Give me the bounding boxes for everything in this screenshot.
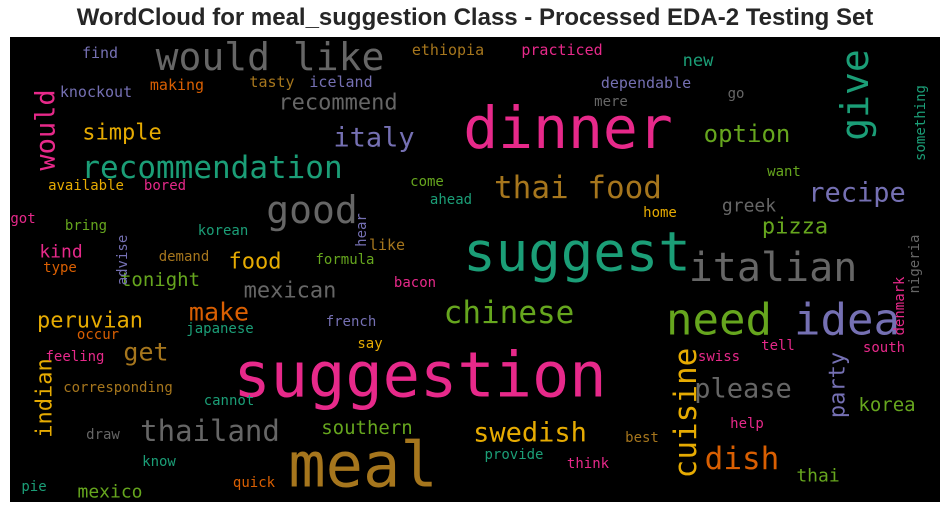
word-home: home (643, 205, 677, 221)
word-korean: korean (198, 223, 249, 239)
word-occur: occur (77, 327, 119, 343)
word-mexican: mexican (244, 279, 337, 304)
word-mexico: mexico (77, 482, 142, 503)
word-ahead: ahead (430, 192, 472, 208)
word-corresponding: corresponding (63, 380, 173, 396)
word-meal: meal (288, 429, 437, 502)
word-tasty: tasty (249, 73, 294, 91)
word-kind: kind (39, 242, 82, 263)
word-come: come (410, 174, 444, 190)
word-know: know (142, 454, 176, 470)
word-quick: quick (233, 475, 276, 491)
word-suggest: suggest (463, 221, 691, 284)
word-hear: hear (354, 213, 370, 247)
word-tonight: tonight (120, 269, 200, 291)
word-go: go (728, 86, 745, 102)
word-thailand: thailand (140, 414, 280, 448)
word-thai-food: thai food (494, 170, 662, 206)
word-got: got (10, 211, 35, 227)
word-get: get (123, 338, 168, 367)
word-say: say (357, 336, 382, 352)
word-south: south (863, 340, 905, 356)
word-iceland: iceland (309, 73, 372, 91)
word-recommend: recommend (278, 91, 397, 116)
word-like: like (369, 236, 405, 254)
word-recommendation: recommendation (81, 150, 342, 186)
word-find: find (82, 44, 118, 62)
word-formula: formula (315, 252, 374, 268)
word-southern: southern (321, 417, 413, 439)
word-suggestion: suggestion (233, 339, 606, 412)
word-would-like: would like (156, 37, 385, 79)
word-indian: indian (33, 358, 58, 437)
word-dependable: dependable (601, 74, 691, 92)
word-making: making (150, 76, 204, 94)
word-french: french (326, 314, 377, 330)
word-idea: idea (794, 295, 900, 346)
word-tell: tell (761, 338, 795, 354)
word-swedish: swedish (473, 418, 587, 449)
word-italian: italian (689, 245, 858, 291)
word-new: new (683, 51, 714, 71)
wordcloud-canvas: suggestion meal dinner suggest need ideaitali… (10, 37, 940, 502)
word-advise: advise (115, 235, 131, 286)
word-help: help (730, 416, 764, 432)
word-think: think (567, 456, 610, 472)
word-japanese: japanese (186, 321, 253, 337)
word-would: would (31, 89, 62, 170)
word-mere: mere (594, 94, 628, 110)
word-food: food (229, 250, 282, 275)
word-please: please (694, 374, 792, 405)
word-korea: korea (858, 394, 915, 416)
word-swiss: swiss (698, 349, 740, 365)
word-dinner: dinner (463, 94, 673, 162)
word-bacon: bacon (394, 275, 436, 291)
word-ethiopia: ethiopia (412, 41, 484, 59)
word-simple: simple (82, 121, 161, 146)
word-demand: demand (159, 249, 210, 265)
word-nigeria: nigeria (907, 234, 923, 293)
wordcloud-words: suggestion meal dinner suggest need ideaitali… (10, 37, 929, 502)
word-denmark: denmark (892, 276, 908, 336)
word-italy: italy (333, 123, 414, 154)
word-party: party (826, 352, 851, 418)
word-pizza: pizza (762, 215, 828, 240)
word-type: type (43, 260, 77, 276)
word-bring: bring (65, 218, 107, 234)
word-best: best (625, 430, 659, 446)
word-option: option (704, 120, 791, 148)
word-feeling: feeling (45, 349, 104, 365)
word-available: available (48, 178, 124, 194)
word-thai: thai (796, 466, 839, 487)
word-good: good (266, 188, 358, 232)
word-dish: dish (705, 441, 780, 477)
word-give: give (833, 49, 877, 141)
word-need: need (666, 295, 772, 346)
word-knockout: knockout (60, 83, 132, 101)
word-want: want (767, 164, 801, 180)
word-make: make (189, 298, 249, 327)
word-peruvian: peruvian (37, 309, 143, 334)
word-greek: greek (722, 196, 776, 217)
word-something: something (913, 85, 929, 161)
word-recipe: recipe (808, 178, 906, 209)
word-bored: bored (144, 178, 186, 194)
chart-title: WordCloud for meal_suggestion Class - Pr… (76, 4, 874, 31)
word-cuisine: cuisine (668, 348, 704, 479)
word-provide: provide (484, 447, 543, 463)
word-draw: draw (86, 427, 120, 443)
word-practiced: practiced (521, 41, 602, 59)
word-chinese: chinese (444, 295, 575, 331)
word-cannot: cannot (204, 393, 255, 409)
wordcloud-background (10, 37, 940, 502)
word-pie: pie (21, 479, 46, 495)
